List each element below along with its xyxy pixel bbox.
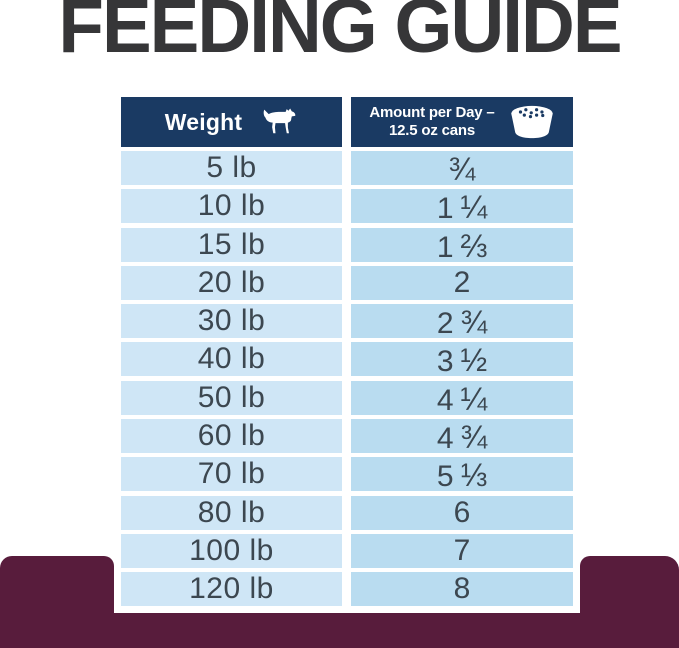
- weight-column-header: Weight: [121, 97, 342, 147]
- weight-cell: 20 lb: [121, 265, 342, 300]
- weight-header-label: Weight: [164, 108, 243, 135]
- feeding-guide-table: Weight Amount per Day – 12.5 oz cans: [121, 97, 573, 607]
- weight-cell: 10 lb: [121, 189, 342, 224]
- table-row: 100 lb 7: [121, 533, 573, 568]
- table-row: 5 lb ¾: [121, 151, 573, 187]
- weight-cell: 50 lb: [121, 380, 342, 415]
- amount-cell: 8: [351, 572, 573, 607]
- table-row: 120 lb 8: [121, 572, 573, 607]
- table-row: 80 lb 6: [121, 495, 573, 530]
- amount-cell: 2: [351, 265, 573, 300]
- weight-cell: 40 lb: [121, 342, 342, 377]
- weight-cell: 70 lb: [121, 457, 342, 492]
- weight-cell: 5 lb: [121, 151, 342, 185]
- amount-column-header: Amount per Day – 12.5 oz cans: [351, 97, 573, 147]
- weight-cell: 100 lb: [121, 533, 342, 568]
- table-header-row: Weight Amount per Day – 12.5 oz cans: [121, 97, 573, 147]
- weight-cell: 120 lb: [121, 572, 342, 607]
- amount-cell: 6: [351, 495, 573, 530]
- bowl-icon: [509, 105, 555, 139]
- amount-cell: 7: [351, 533, 573, 568]
- maroon-band-bottom: [0, 613, 679, 648]
- dog-icon: [262, 108, 298, 136]
- table-row: 20 lb 2: [121, 265, 573, 300]
- page-title: FEEDING GUIDE: [58, 0, 622, 69]
- weight-cell: 80 lb: [121, 495, 342, 530]
- weight-cell: 30 lb: [121, 304, 342, 339]
- amount-cell: ¾: [351, 151, 573, 187]
- weight-cell: 15 lb: [121, 227, 342, 262]
- amount-header-label: Amount per Day – 12.5 oz cans: [369, 104, 495, 139]
- weight-cell: 60 lb: [121, 419, 342, 454]
